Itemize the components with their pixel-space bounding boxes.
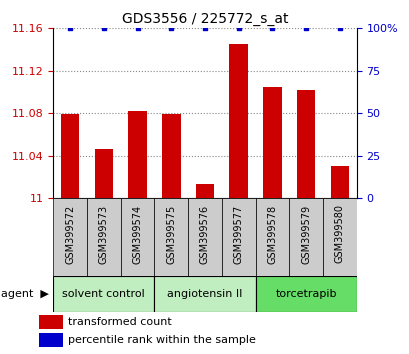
Text: GSM399578: GSM399578 — [267, 205, 277, 264]
Bar — [61, 114, 79, 198]
Text: GSM399575: GSM399575 — [166, 205, 176, 264]
Point — [302, 25, 309, 31]
Point — [235, 25, 241, 31]
Text: GSM399574: GSM399574 — [132, 205, 142, 264]
Text: GSM399573: GSM399573 — [99, 205, 109, 264]
Bar — [94, 149, 113, 198]
Bar — [154, 276, 255, 312]
Point — [100, 25, 107, 31]
Bar — [39, 333, 63, 347]
Bar — [289, 198, 322, 276]
Bar — [296, 90, 315, 198]
Text: GSM399576: GSM399576 — [200, 205, 209, 264]
Bar — [322, 198, 356, 276]
Bar — [263, 87, 281, 198]
Bar — [154, 198, 188, 276]
Point — [134, 25, 141, 31]
Point — [67, 25, 73, 31]
Bar — [39, 315, 63, 329]
Bar — [87, 198, 120, 276]
Bar — [221, 198, 255, 276]
Text: GSM399572: GSM399572 — [65, 205, 75, 264]
Point — [336, 25, 342, 31]
Bar — [255, 198, 289, 276]
Bar — [330, 166, 348, 198]
Bar — [53, 198, 87, 276]
Text: angiotensin II: angiotensin II — [167, 289, 242, 299]
Bar — [162, 114, 180, 198]
Point — [268, 25, 275, 31]
Text: percentile rank within the sample: percentile rank within the sample — [68, 335, 256, 345]
Bar — [188, 198, 221, 276]
Text: GSM399580: GSM399580 — [334, 205, 344, 263]
Text: GSM399579: GSM399579 — [300, 205, 310, 264]
Point — [201, 25, 208, 31]
Text: solvent control: solvent control — [62, 289, 145, 299]
Bar — [120, 198, 154, 276]
Text: torcetrapib: torcetrapib — [275, 289, 336, 299]
Bar — [195, 184, 214, 198]
Text: agent  ▶: agent ▶ — [1, 289, 49, 299]
Text: transformed count: transformed count — [68, 318, 172, 327]
Text: GSM399577: GSM399577 — [233, 205, 243, 264]
Point — [168, 25, 174, 31]
Bar — [255, 276, 356, 312]
Bar — [53, 276, 154, 312]
Bar — [128, 111, 146, 198]
Bar — [229, 44, 247, 198]
Text: GDS3556 / 225772_s_at: GDS3556 / 225772_s_at — [121, 12, 288, 27]
